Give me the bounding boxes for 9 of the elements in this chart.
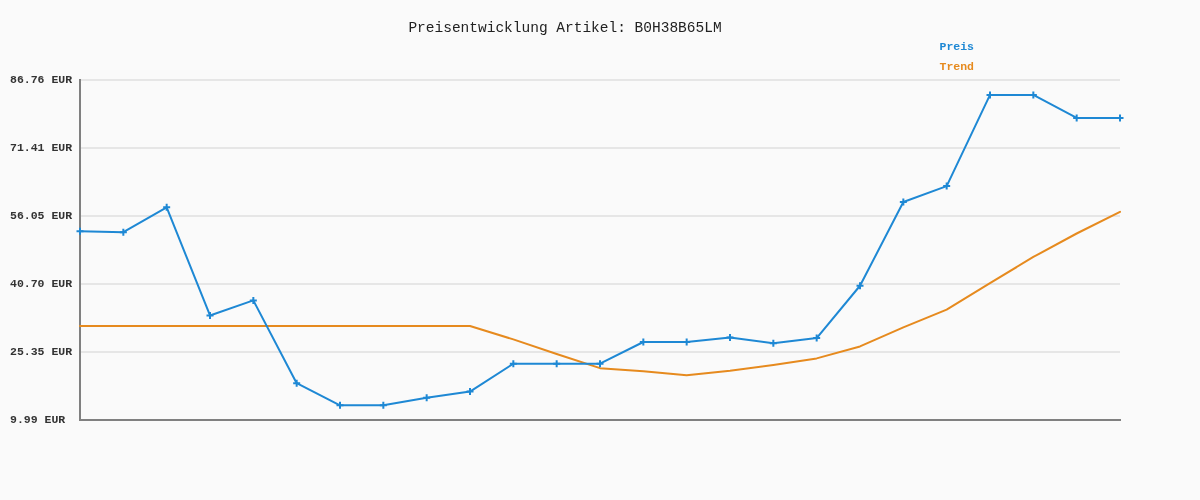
text: Preis (939, 39, 975, 53)
y-tick-label: 40.70 EUR (10, 276, 73, 290)
y-tick-label: 86.76 EUR (10, 72, 73, 86)
y-tick-label: 9.99 EUR (10, 412, 66, 426)
y-tick-label: 56.05 EUR (10, 208, 73, 222)
y-tick-label: 25.35 EUR (10, 344, 73, 358)
y-tick-label: 71.41 EUR (10, 140, 73, 154)
chart-title: Preisentwicklung Artikel: B0H38B65LM (408, 19, 722, 36)
text: Trend (939, 59, 975, 73)
